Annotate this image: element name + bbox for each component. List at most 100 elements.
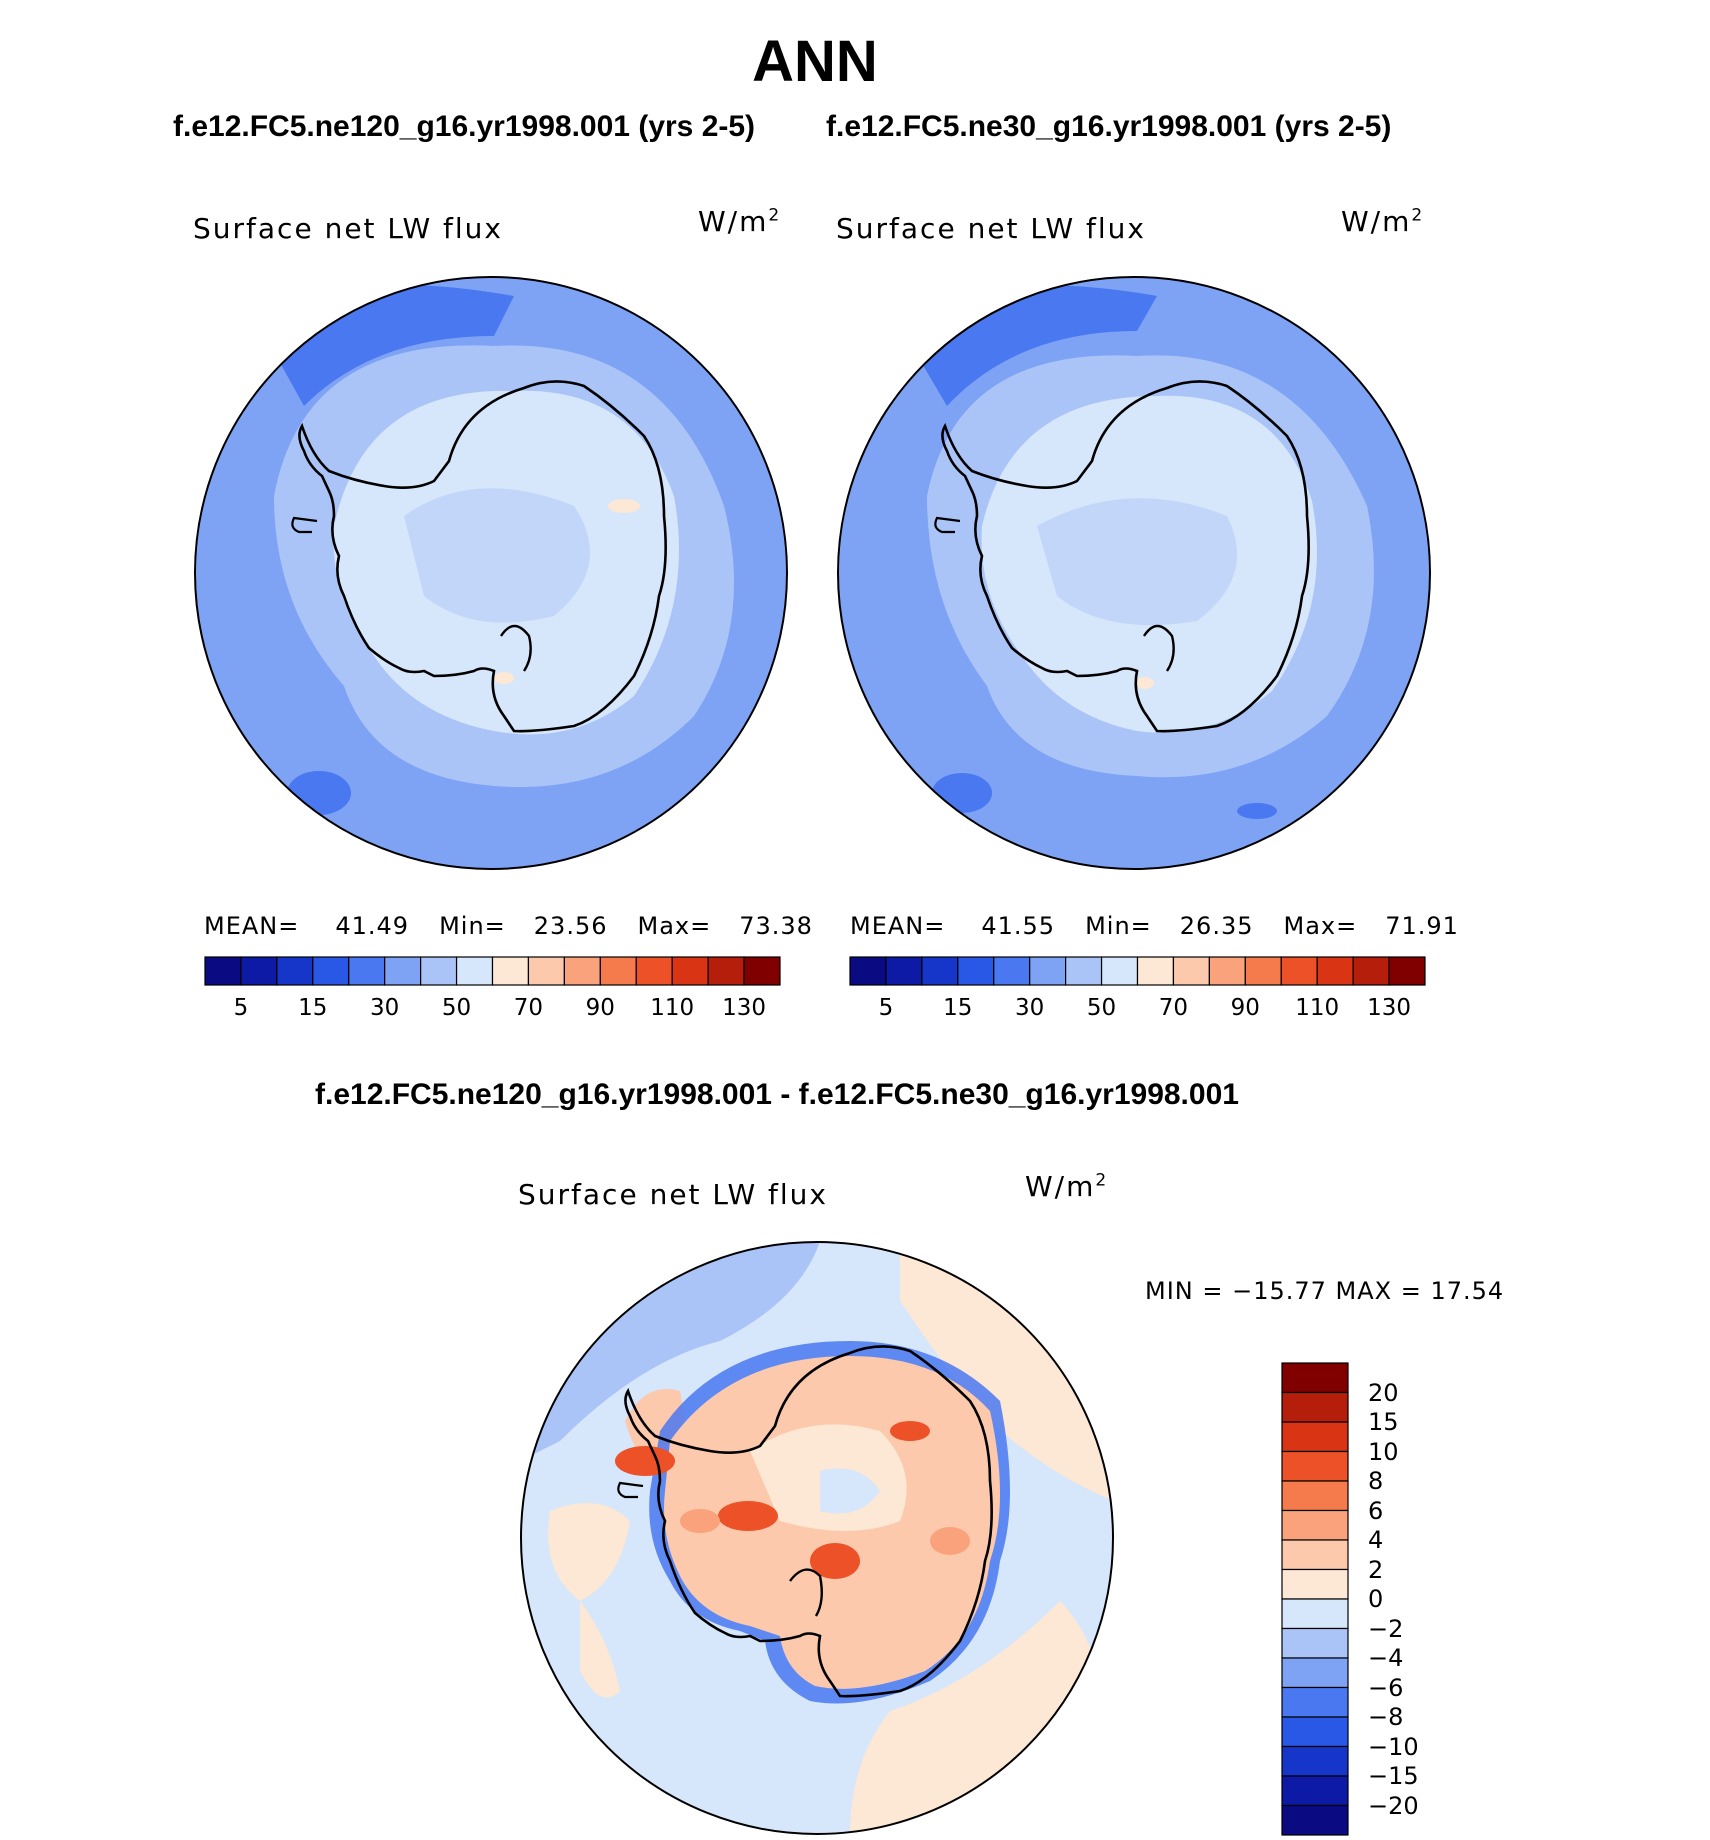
colorbar-tick-label: −15 (1368, 1762, 1419, 1790)
colorbar-swatch (1281, 1745, 1349, 1777)
colorbar-tick-label: 30 (1015, 995, 1045, 1021)
diff-min-max: MIN = −15.77 MAX = 17.54 (1145, 1277, 1505, 1305)
colorbar-tick-label: 15 (1368, 1408, 1399, 1436)
colorbar-swatch (1316, 956, 1354, 986)
diff-units: W/m2 (1025, 1170, 1109, 1203)
colorbar-tick-label: −4 (1368, 1644, 1404, 1672)
colorbar-tick-label: 5 (878, 995, 894, 1021)
right-colorbar-ticks: 5 15 30 50 70 90 110 130 (850, 995, 1425, 1025)
colorbar-swatch (1352, 956, 1390, 986)
colorbar-swatch (384, 956, 422, 986)
colorbar-swatch (1281, 1568, 1349, 1600)
colorbar-swatch (957, 956, 995, 986)
colorbar-swatch (1172, 956, 1210, 986)
colorbar-tick-label: 70 (1158, 995, 1189, 1021)
colorbar-swatch (348, 956, 386, 986)
difference-title: f.e12.FC5.ne120_g16.yr1998.001 - f.e12.F… (315, 1078, 1239, 1111)
colorbar-tick-label: 4 (1368, 1526, 1384, 1554)
colorbar-swatch (1281, 1627, 1349, 1659)
colorbar-swatch (204, 956, 242, 986)
colorbar-tick-label: 10 (1368, 1437, 1399, 1466)
colorbar-tick-label: 70 (513, 995, 544, 1021)
colorbar-tick-label: 50 (441, 995, 472, 1021)
colorbar-swatch (1244, 956, 1282, 986)
right-case-title: f.e12.FC5.ne30_g16.yr1998.001 (yrs 2-5) (826, 110, 1392, 143)
colorbar-swatch (1029, 956, 1067, 986)
colorbar-tick-label: 8 (1368, 1467, 1384, 1495)
colorbar-tick-label: 30 (370, 995, 400, 1021)
colorbar-swatch (1281, 1539, 1349, 1571)
colorbar-swatch (1281, 1450, 1349, 1482)
colorbar-swatch (1281, 1657, 1349, 1689)
colorbar-swatch (1208, 956, 1246, 986)
difference-colorbar (1281, 1362, 1349, 1836)
colorbar-swatch (849, 956, 887, 986)
colorbar-swatch (1100, 956, 1139, 986)
colorbar-tick-label: 15 (943, 995, 973, 1021)
left-colorbar (204, 956, 781, 986)
colorbar-swatch (707, 956, 745, 986)
colorbar-swatch (1281, 1775, 1349, 1807)
colorbar-swatch (993, 956, 1031, 986)
colorbar-tick-label: 130 (722, 995, 767, 1021)
right-panel-variable-label: Surface net LW flux (836, 212, 1146, 245)
colorbar-swatch (1136, 956, 1175, 986)
colorbar-swatch (1281, 1804, 1349, 1836)
colorbar-swatch (1281, 1362, 1349, 1394)
left-stats: MEAN= 41.49 Min= 23.56 Max= 73.38 (204, 912, 813, 940)
colorbar-swatch (635, 956, 673, 986)
colorbar-swatch (563, 956, 601, 986)
colorbar-swatch (1281, 1480, 1349, 1512)
left-panel-variable-label: Surface net LW flux (193, 212, 503, 245)
colorbar-tick-label: 90 (1230, 995, 1260, 1021)
colorbar-tick-label: 20 (1368, 1378, 1399, 1407)
colorbar-swatch (743, 956, 781, 986)
colorbar-swatch (1280, 956, 1318, 986)
colorbar-swatch (455, 956, 494, 986)
left-colorbar-ticks: 5 15 30 50 70 90 110 130 (205, 995, 780, 1025)
colorbar-swatch (1281, 1421, 1349, 1453)
colorbar-swatch (276, 956, 314, 986)
right-panel-units: W/m2 (1341, 205, 1425, 238)
colorbar-swatch (1281, 1686, 1349, 1718)
colorbar-tick-label: 110 (1295, 995, 1340, 1021)
colorbar-swatch (599, 956, 637, 986)
colorbar-swatch (312, 956, 350, 986)
colorbar-tick-label: −10 (1368, 1732, 1419, 1761)
left-case-title: f.e12.FC5.ne120_g16.yr1998.001 (yrs 2-5) (173, 110, 756, 143)
colorbar-swatch (1388, 956, 1426, 986)
colorbar-tick-label: 5 (233, 995, 249, 1021)
colorbar-tick-label: −2 (1368, 1614, 1404, 1643)
left-polar-map (194, 276, 788, 870)
colorbar-tick-label: −8 (1368, 1703, 1404, 1731)
colorbar-swatch (671, 956, 709, 986)
figure-title: ANN (752, 29, 878, 94)
colorbar-tick-label: 15 (298, 995, 328, 1021)
colorbar-tick-label: 2 (1368, 1555, 1384, 1584)
colorbar-swatch (1281, 1509, 1349, 1541)
right-polar-map (837, 276, 1431, 870)
colorbar-tick-label: −20 (1368, 1791, 1419, 1820)
colorbar-swatch (1281, 1716, 1349, 1748)
colorbar-swatch (527, 956, 565, 986)
colorbar-tick-label: 130 (1367, 995, 1412, 1021)
colorbar-swatch (420, 956, 458, 986)
colorbar-swatch (491, 956, 530, 986)
colorbar-swatch (1281, 1391, 1349, 1423)
colorbar-tick-label: 0 (1368, 1585, 1384, 1613)
colorbar-tick-label: 50 (1086, 995, 1117, 1021)
colorbar-swatch (1281, 1598, 1349, 1630)
colorbar-swatch (1065, 956, 1103, 986)
colorbar-tick-label: 6 (1368, 1496, 1384, 1525)
colorbar-tick-label: −6 (1368, 1673, 1404, 1702)
colorbar-swatch (921, 956, 959, 986)
left-panel-units: W/m2 (698, 205, 782, 238)
colorbar-tick-label: 110 (650, 995, 695, 1021)
right-colorbar (849, 956, 1426, 986)
diff-variable-label: Surface net LW flux (518, 1178, 828, 1211)
colorbar-tick-label: 90 (585, 995, 615, 1021)
colorbar-swatch (240, 956, 278, 986)
right-stats: MEAN= 41.55 Min= 26.35 Max= 71.91 (850, 912, 1459, 940)
difference-colorbar-ticks: 20 15 10 8 6 4 2 0 −2 −4 −6 −8 −10 −15 −20 (1368, 1363, 1448, 1835)
colorbar-swatch (885, 956, 923, 986)
